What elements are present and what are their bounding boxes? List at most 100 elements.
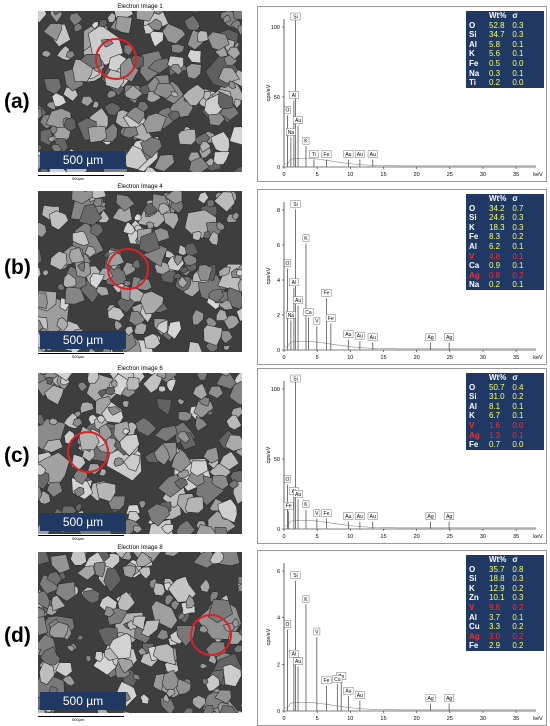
sigma-cell: 0.1 <box>509 280 526 290</box>
x-tick-label: 15 <box>380 534 386 540</box>
peak-label: Au <box>357 514 363 520</box>
sem-image-title: Electron Image 6 <box>38 366 242 372</box>
y-tick-label: 6 <box>277 569 280 575</box>
wt-cell: 24.6 <box>486 213 509 223</box>
sigma-cell: 0.2 <box>509 603 526 613</box>
element-cell: V <box>466 252 486 262</box>
wt-cell: 9.6 <box>486 603 509 613</box>
peak-label: Au <box>345 152 351 158</box>
peak-label: O <box>286 622 290 628</box>
peak-label: Ti <box>312 152 316 158</box>
peak-label: Ag <box>427 696 433 702</box>
table-header-cell: Wt% <box>486 555 509 565</box>
y-axis-label: cps/eV <box>266 446 272 463</box>
wt-cell: 18.3 <box>486 223 509 233</box>
element-cell: Al <box>466 242 486 252</box>
wt-cell: 8.1 <box>486 402 509 412</box>
sigma-cell: 0.3 <box>509 213 526 223</box>
spectrum-continuum <box>284 520 536 529</box>
element-cell: K <box>466 584 486 594</box>
y-tick-label: 0 <box>277 348 280 354</box>
wt-cell: 52.8 <box>486 21 509 31</box>
peak-label: Au <box>370 335 376 341</box>
sigma-cell: 0.3 <box>509 30 526 40</box>
element-cell: O <box>466 565 486 575</box>
table-header-cell: σ <box>509 194 526 204</box>
sigma-cell: 0.1 <box>509 411 526 421</box>
x-axis-label: keV <box>533 534 543 540</box>
peak-label: Au <box>357 334 363 340</box>
y-tick-label: 50 <box>274 457 280 463</box>
element-cell: Fe <box>466 641 486 651</box>
x-tick-label: 35 <box>513 172 519 178</box>
table-header-cell <box>466 373 486 383</box>
element-cell: K <box>466 223 486 233</box>
wt-cell: 35.7 <box>486 565 509 575</box>
peak-label: Na <box>288 130 295 136</box>
wt-cell: 34.7 <box>486 30 509 40</box>
peak-label: Au <box>370 152 376 158</box>
x-tick-label: 35 <box>513 716 519 722</box>
element-cell: Fe <box>466 59 486 69</box>
sem-image-title: Electron Image 8 <box>38 545 242 551</box>
sigma-cell: 0.1 <box>509 261 526 271</box>
peak-label: Fe <box>328 316 334 322</box>
table-header-row: Wt%σ <box>466 555 526 565</box>
peak-label: O <box>286 261 290 267</box>
panel-label: (d) <box>4 624 31 648</box>
sigma-cell: 0.0 <box>509 78 526 88</box>
peak-label: Au <box>295 659 301 665</box>
panel-label: (c) <box>4 444 30 468</box>
table-header-cell: σ <box>509 11 526 21</box>
element-cell: V <box>466 421 486 431</box>
sigma-cell: 0.2 <box>509 584 526 594</box>
sigma-cell: 0.3 <box>509 21 526 31</box>
peak-label: Fe <box>324 152 330 158</box>
peak-label: Fe <box>286 504 292 510</box>
peak-label: Ca <box>305 310 312 316</box>
peak-label: Au <box>345 514 351 520</box>
table-header-row: Wt%σ <box>466 373 526 383</box>
table-header-cell: σ <box>509 555 526 565</box>
x-tick-label: 25 <box>447 355 453 361</box>
wt-cell: 5.8 <box>486 40 509 50</box>
wt-cell: 31.0 <box>486 392 509 402</box>
x-tick-label: 15 <box>380 172 386 178</box>
x-tick-label: 5 <box>316 172 319 178</box>
sigma-cell: 0.1 <box>509 40 526 50</box>
spectrum-continuum <box>284 158 536 167</box>
x-tick-label: 35 <box>513 534 519 540</box>
peak-label: O <box>286 108 290 114</box>
peak-label: Si <box>293 14 297 20</box>
panel-label: (a) <box>4 90 30 114</box>
peak-label: Na <box>288 313 295 319</box>
sigma-cell: 0.1 <box>509 242 526 252</box>
sem-image: 500 µm <box>38 191 242 352</box>
sigma-cell: 0.7 <box>509 204 526 214</box>
wt-cell: 6.7 <box>486 411 509 421</box>
table-header-cell: σ <box>509 373 526 383</box>
wt-cell: 0.2 <box>486 78 509 88</box>
x-tick-label: 0 <box>282 355 285 361</box>
sigma-cell: 0.2 <box>509 392 526 402</box>
peak-label: Ag <box>446 696 452 702</box>
x-tick-label: 0 <box>282 172 285 178</box>
sigma-cell: 0.0 <box>509 421 526 431</box>
scale-bar-label: 500 µm <box>40 692 126 710</box>
